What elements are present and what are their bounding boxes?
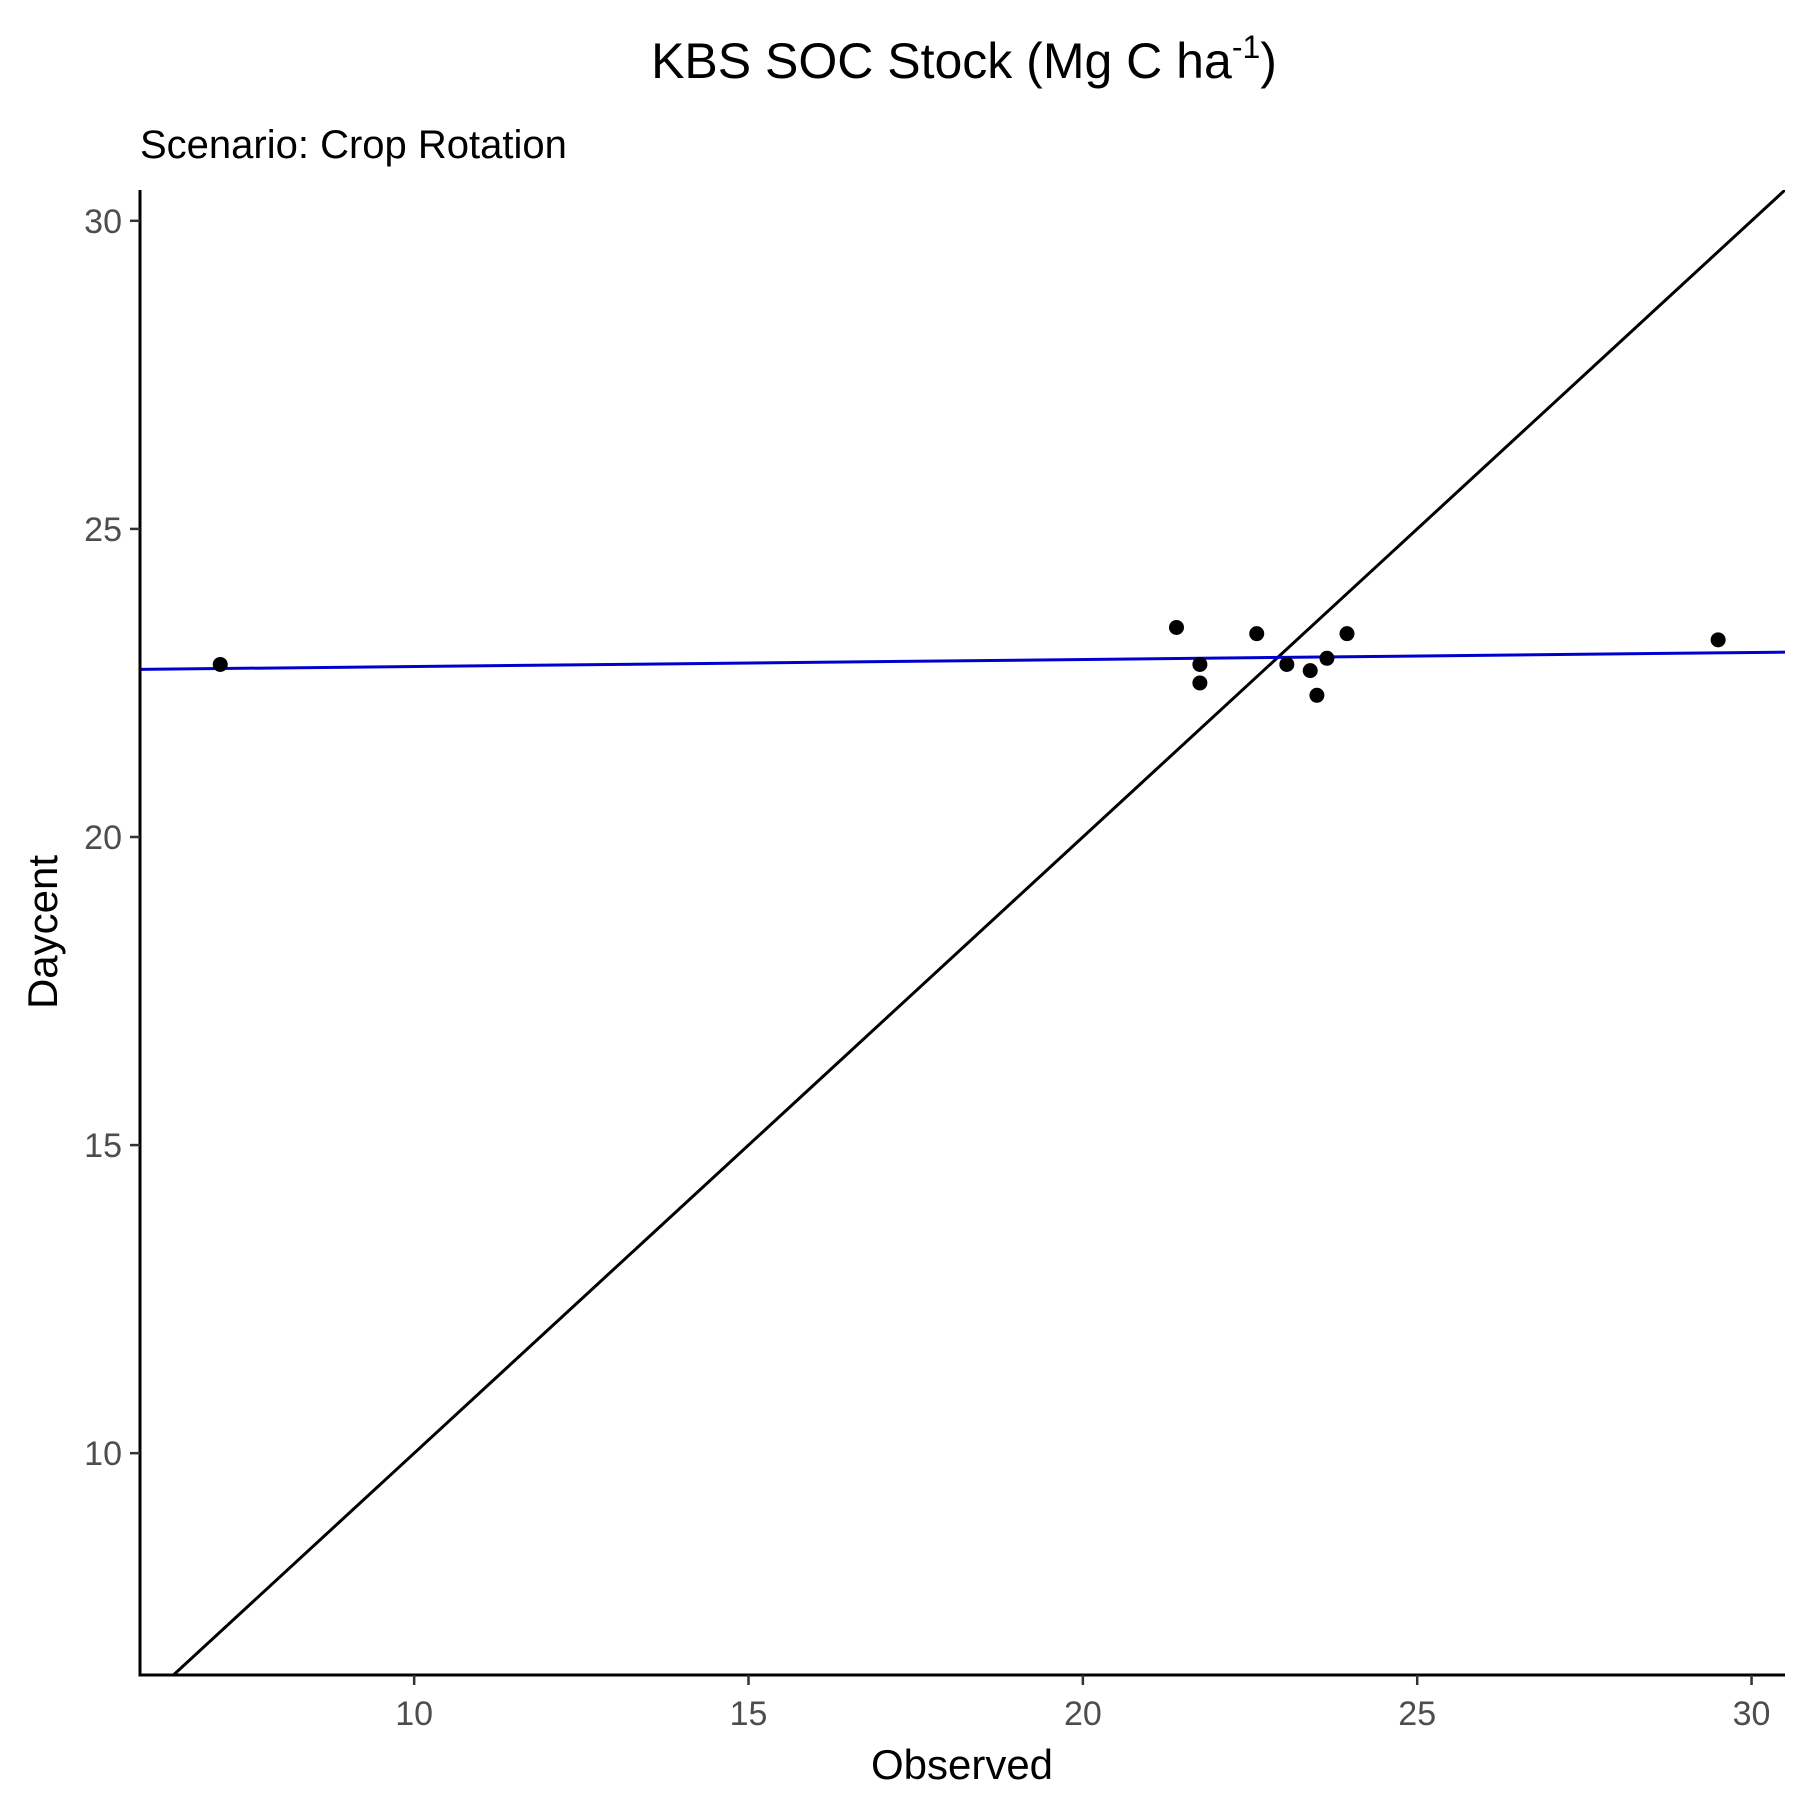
- data-point: [212, 656, 228, 672]
- data-point: [1319, 650, 1335, 666]
- x-tick-label: 10: [395, 1695, 433, 1733]
- data-point: [1249, 626, 1265, 642]
- x-axis-title: Observed: [871, 1741, 1053, 1788]
- chart-subtitle: Scenario: Crop Rotation: [140, 123, 567, 167]
- y-tick-label: 15: [84, 1127, 122, 1165]
- x-tick-label: 30: [1733, 1695, 1771, 1733]
- y-tick-label: 20: [84, 819, 122, 857]
- y-tick-label: 30: [84, 203, 122, 241]
- data-point: [1279, 656, 1295, 672]
- data-point: [1168, 619, 1184, 635]
- chart-title: KBS SOC Stock (Mg C ha-1): [651, 29, 1277, 89]
- data-lines: [140, 190, 1785, 1675]
- data-point: [1710, 632, 1726, 648]
- y-tick-label: 25: [84, 511, 122, 549]
- y-axis-title: Daycent: [19, 855, 66, 1009]
- data-point: [1192, 656, 1208, 672]
- identity-line: [172, 190, 1785, 1675]
- x-tick-label: 25: [1398, 1695, 1436, 1733]
- y-tick-label: 10: [84, 1435, 122, 1473]
- data-point: [1339, 626, 1355, 642]
- plot-area: 10 15 20 25 30 10 15 20 25 30: [84, 190, 1785, 1733]
- data-point: [1302, 663, 1318, 679]
- x-tick-label: 20: [1064, 1695, 1102, 1733]
- data-point: [1192, 675, 1208, 691]
- fit-line: [140, 650, 1785, 671]
- x-tick-label: 15: [730, 1695, 768, 1733]
- data-point: [1309, 687, 1325, 703]
